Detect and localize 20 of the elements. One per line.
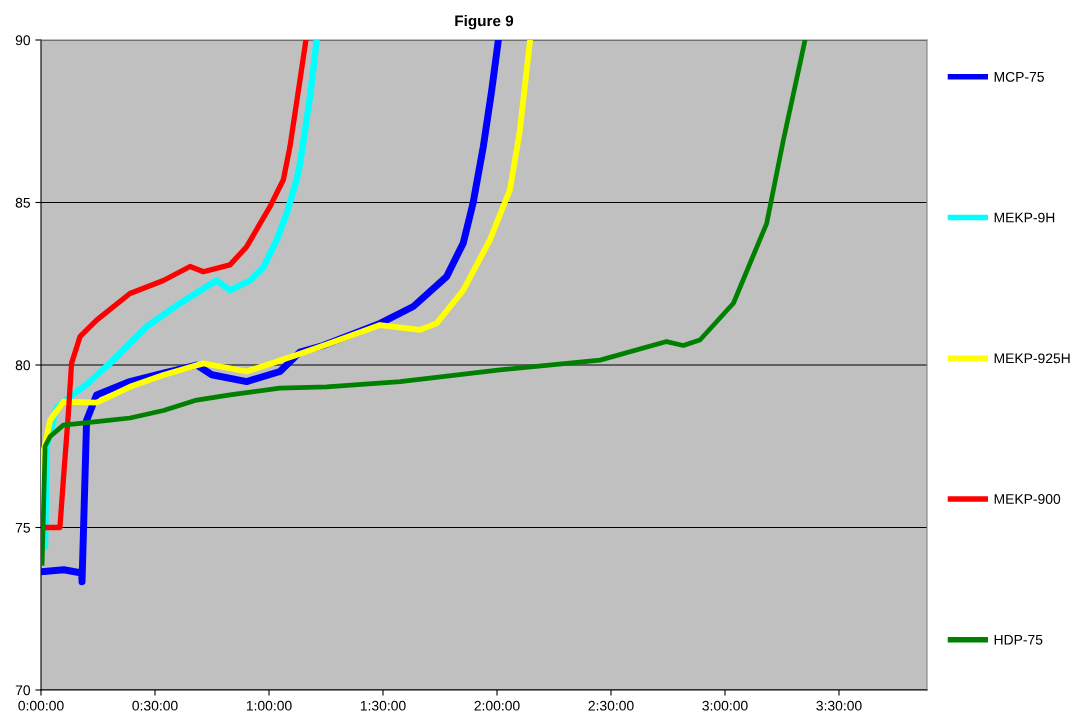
legend-label: MEKP-925H <box>994 353 1070 364</box>
x-tick-label: 0:00:00 <box>18 700 64 711</box>
x-tick-label: 1:30:00 <box>360 700 406 711</box>
y-tick-label: 80 <box>15 360 31 371</box>
y-tick-label: 90 <box>15 35 31 46</box>
legend-label: MCP-75 <box>994 71 1044 82</box>
y-tick-label: 70 <box>15 685 31 696</box>
x-tick-label: 2:00:00 <box>474 700 520 711</box>
x-tick-label: 2:30:00 <box>588 700 634 711</box>
chart-title: Figure 9 <box>455 15 514 30</box>
x-tick-label: 3:00:00 <box>702 700 748 711</box>
x-tick-label: 1:00:00 <box>246 700 292 711</box>
line-series <box>41 40 808 566</box>
x-tick-label: 3:30:00 <box>816 700 862 711</box>
y-tick-label: 85 <box>15 197 30 208</box>
legend-label: MEKP-900 <box>994 494 1061 504</box>
legend-label: HDP-75 <box>994 634 1043 645</box>
legend-label: MEKP-9H <box>994 212 1055 223</box>
x-tick-label: 0:30:00 <box>132 700 178 711</box>
y-tick-label: 75 <box>15 522 30 533</box>
